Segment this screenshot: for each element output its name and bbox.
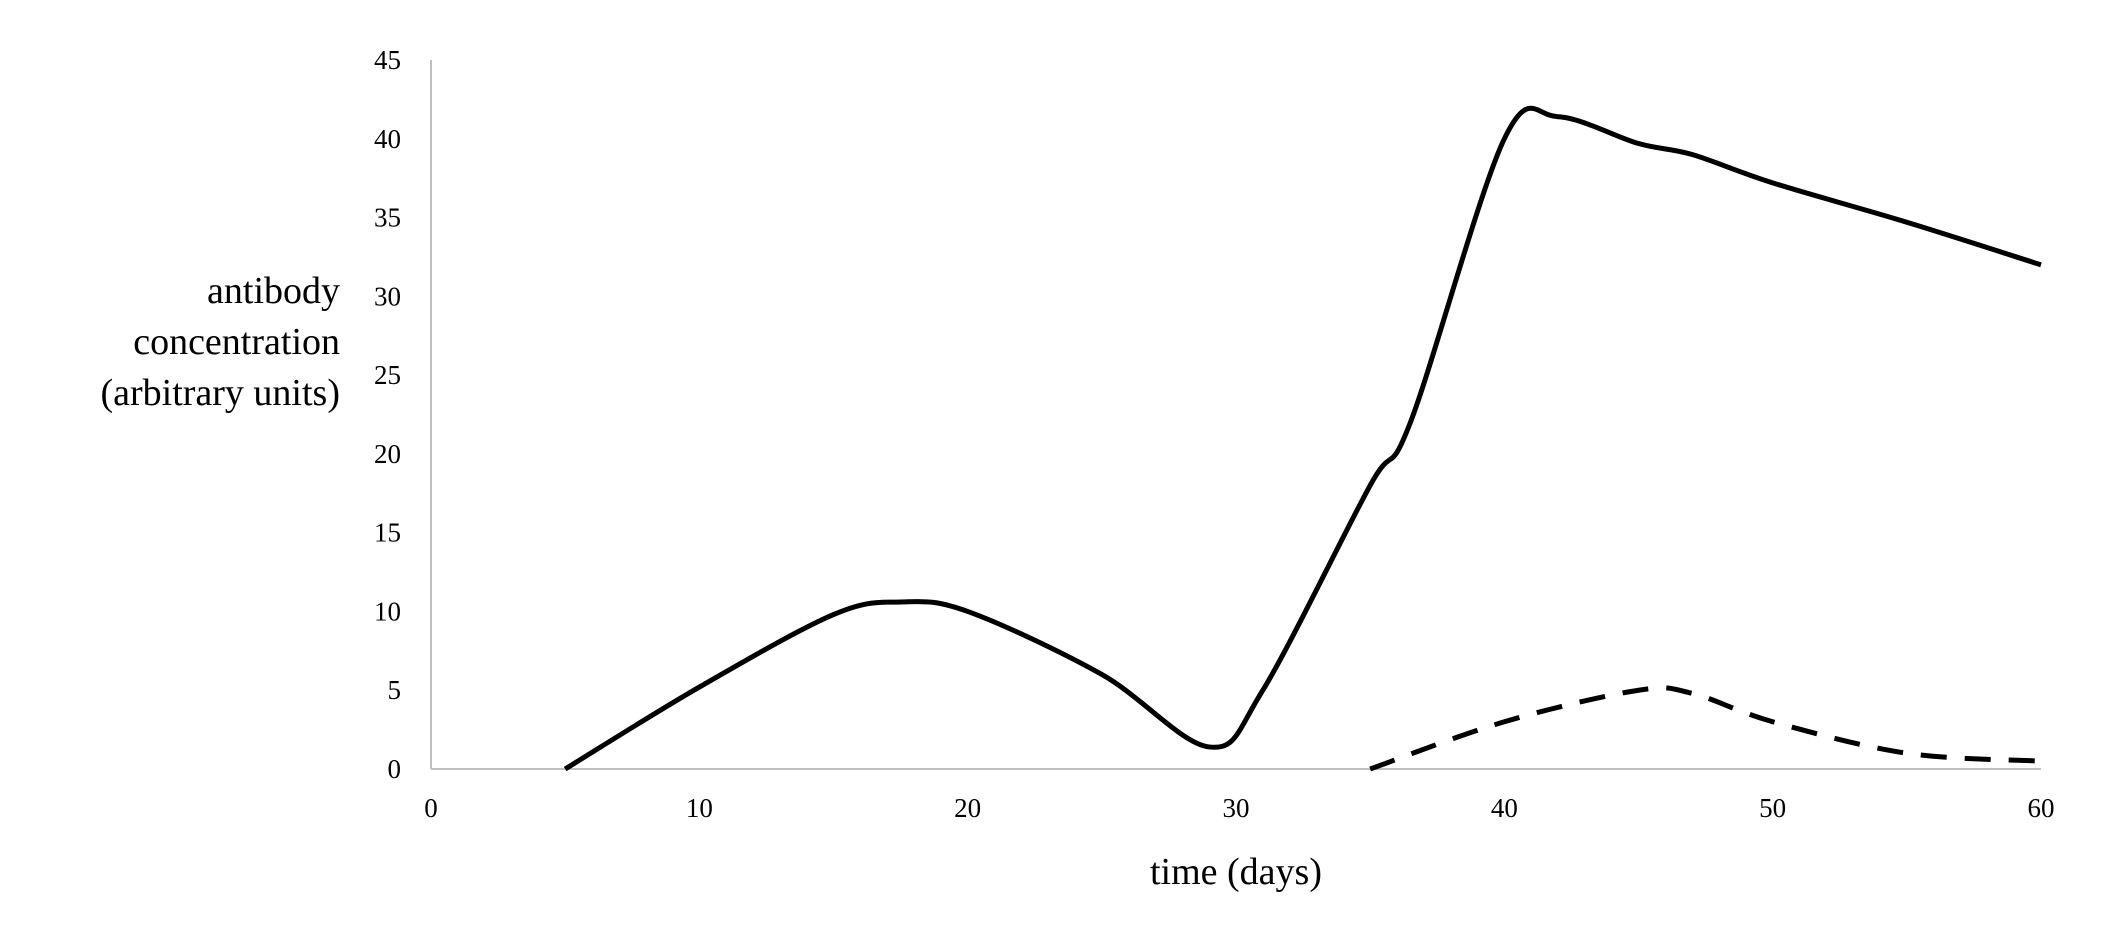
y-tick-label: 5 [388,675,402,705]
y-tick-label: 25 [374,360,401,390]
y-tick-label: 20 [374,439,401,469]
y-axis-label-line-3: (arbitrary units) [100,372,340,414]
x-axis-label: time (days) [1150,851,1322,893]
x-tick-label: 50 [1759,793,1786,823]
y-tick-label: 15 [374,518,401,548]
x-tick-label: 40 [1491,793,1518,823]
y-tick-label: 40 [374,124,401,154]
x-tick-label: 20 [954,793,981,823]
x-tick-label: 60 [2028,793,2055,823]
y-tick-label: 45 [374,45,401,75]
x-tick-label: 10 [686,793,713,823]
x-tick-label: 0 [424,793,438,823]
y-tick-label: 30 [374,281,401,311]
y-tick-label: 35 [374,203,401,233]
y-axis-label-line-1: antibody [207,270,340,312]
y-axis-label-line-2: concentration [133,321,340,363]
series-line-dashed [1369,685,2042,772]
x-tick-label: 30 [1223,793,1250,823]
series-line-solid [563,105,2042,772]
y-tick-label: 0 [388,754,402,784]
y-tick-label: 10 [374,596,401,626]
